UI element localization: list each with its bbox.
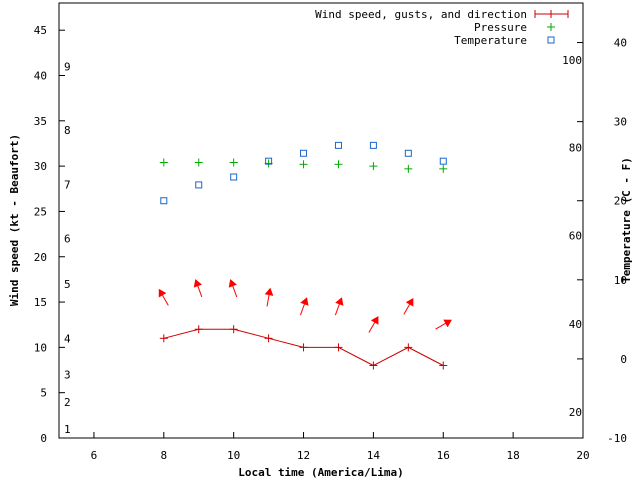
- y-right-tick-label: -10: [607, 432, 627, 445]
- pressure-point: [404, 164, 413, 173]
- x-tick-label: 12: [297, 449, 310, 462]
- legend-label: Wind speed, gusts, and direction: [315, 8, 527, 21]
- legend-pressure-marker: [547, 23, 555, 31]
- y-left-tick-label: 25: [34, 205, 47, 218]
- wind-direction-arrow: [299, 297, 309, 316]
- beaufort-label: 5: [64, 278, 71, 291]
- x-tick-label: 10: [227, 449, 240, 462]
- y-right-tick-label: 10: [614, 274, 627, 287]
- y-right-tick-label: 0: [620, 353, 627, 366]
- y-left-tick-label: 5: [40, 387, 47, 400]
- x-tick-label: 6: [91, 449, 98, 462]
- beaufort-label: 9: [64, 60, 71, 73]
- legend-label: Pressure: [474, 21, 527, 34]
- y-left-tick-label: 20: [34, 251, 47, 264]
- beaufort-scale: 1 2 3 4 5 6 7 8 9: [64, 60, 71, 436]
- temperature-point: [300, 149, 308, 157]
- y-left-tick-label: 40: [34, 70, 47, 83]
- beaufort-label: 4: [64, 332, 71, 345]
- x-tick-label: 14: [367, 449, 381, 462]
- x-tick-label: 18: [507, 449, 520, 462]
- y-left-tick-label: 10: [34, 341, 47, 354]
- wind-direction-arrow: [334, 297, 344, 316]
- x-tick-label: 20: [576, 449, 589, 462]
- beaufort-label: 6: [64, 233, 71, 246]
- temperature-point: [195, 181, 203, 189]
- wind-speed-point: [264, 334, 273, 343]
- wind-direction-arrow: [193, 279, 203, 298]
- temperature-point: [265, 157, 273, 165]
- wind-direction-arrow: [435, 319, 452, 330]
- plot-frame: [58, 2, 584, 439]
- temperature-point: [369, 141, 377, 149]
- beaufort-label: 3: [64, 369, 71, 382]
- wind-speed-point: [334, 343, 343, 352]
- y-left-tick-label: 0: [40, 432, 47, 445]
- beaufort-label: 7: [64, 178, 71, 191]
- y-left-tick-label: 30: [34, 160, 47, 173]
- pressure-point: [439, 164, 448, 173]
- y-right-tick-label: 20: [614, 195, 627, 208]
- temperature-point: [439, 157, 447, 165]
- wind-speed-point: [404, 343, 413, 352]
- fahrenheit-label: 80: [569, 142, 582, 155]
- pressure-point: [194, 158, 203, 167]
- fahrenheit-label: 20: [569, 406, 582, 419]
- legend-wind-marker: [547, 10, 555, 18]
- wind-direction-arrow: [228, 279, 238, 298]
- pressure-point: [369, 162, 378, 171]
- fahrenheit-label: 60: [569, 230, 582, 243]
- pressure-point: [229, 158, 238, 167]
- wind-direction-arrow: [403, 297, 414, 315]
- temperature-point: [160, 197, 168, 205]
- temperature-point: [334, 141, 342, 149]
- legend-temperature-marker: [547, 36, 555, 44]
- x-axis-label: Local time (America/Lima): [238, 466, 404, 479]
- y-left-tick-label: 15: [34, 296, 47, 309]
- beaufort-label: 2: [64, 396, 71, 409]
- right-axis-ticks: -10 0 10 20 30 40: [577, 37, 627, 445]
- wind-speed-point: [194, 325, 203, 334]
- temperature-point: [230, 173, 238, 181]
- fahrenheit-label: 40: [569, 318, 582, 331]
- fahrenheit-label: 100: [562, 54, 582, 67]
- wind-speed-point: [229, 325, 238, 334]
- x-axis-ticks: 6 8 10 12 14 16 18 20: [91, 432, 590, 462]
- y-axis-left-label: Wind speed (kt - Beaufort): [8, 134, 21, 306]
- pressure-point: [159, 158, 168, 167]
- legend: Wind speed, gusts, and directionPressure…: [315, 8, 569, 47]
- legend-label: Temperature: [454, 34, 527, 47]
- wind-speed-point: [299, 343, 308, 352]
- wind-speed-point: [369, 361, 378, 370]
- left-axis-ticks: 0 5 10 15 20 25 30 35 40 45: [34, 24, 65, 445]
- fahrenheit-scale: 20 40 60 80 100: [562, 54, 582, 419]
- x-tick-label: 8: [160, 449, 167, 462]
- y-right-tick-label: 30: [614, 116, 627, 129]
- temperature-point: [404, 149, 412, 157]
- wind-speed-point: [159, 334, 168, 343]
- wind-direction-arrow: [158, 288, 169, 306]
- y-axis-right-label: Temperature (C - F): [620, 157, 633, 283]
- pressure-point: [299, 160, 308, 169]
- wind-direction-arrow: [264, 287, 274, 307]
- x-tick-label: 16: [437, 449, 450, 462]
- wind-speed-point: [439, 361, 448, 370]
- beaufort-label: 8: [64, 124, 71, 137]
- y-right-tick-label: 40: [614, 37, 627, 50]
- pressure-point: [334, 160, 343, 169]
- y-left-tick-label: 35: [34, 115, 47, 128]
- beaufort-label: 1: [64, 423, 71, 436]
- y-left-tick-label: 45: [34, 24, 47, 37]
- wind-direction-arrow: [368, 316, 379, 333]
- data-series: [158, 141, 452, 370]
